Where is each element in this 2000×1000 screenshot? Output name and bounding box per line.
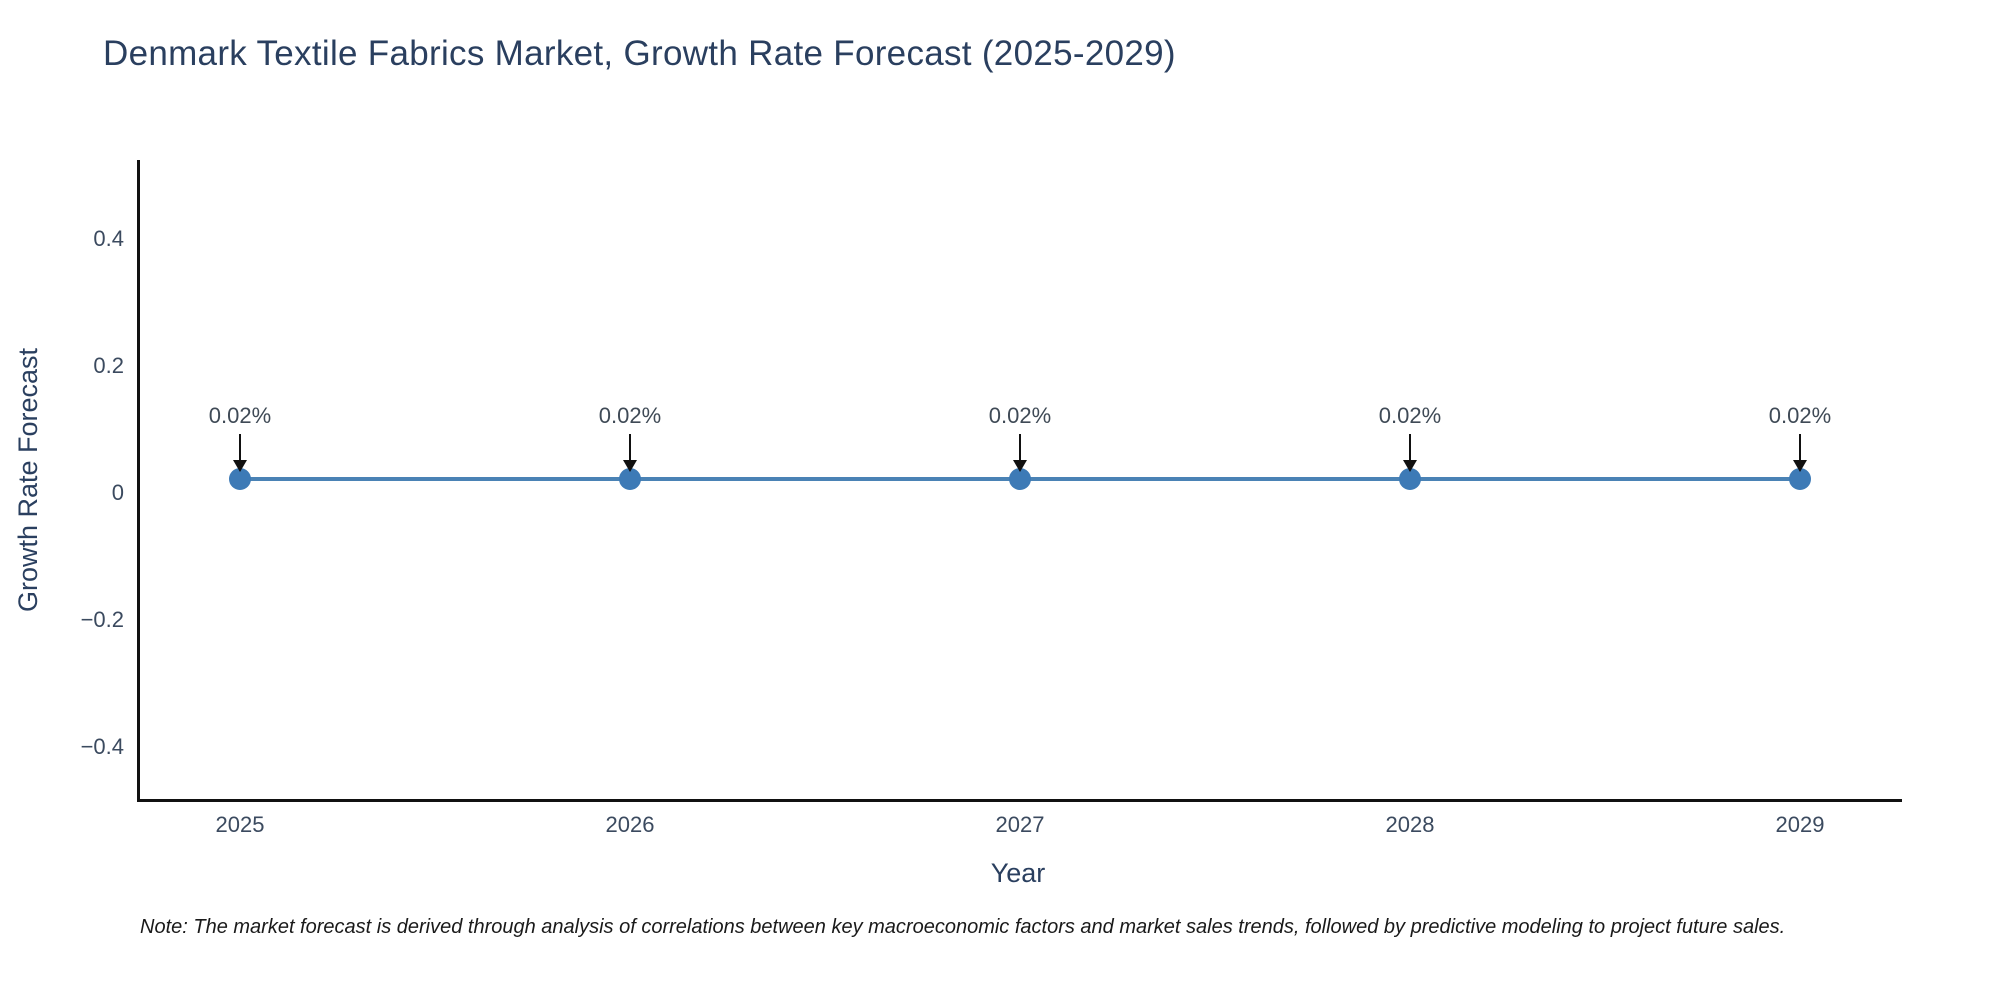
y-tick-label: 0.2: [93, 353, 124, 378]
x-tick-label: 2025: [215, 812, 265, 837]
annotation-arrowhead-icon: [1403, 460, 1417, 472]
data-point-2025: [229, 468, 251, 490]
x-tick-label: 2027: [995, 812, 1045, 837]
annotation-label-2025: 0.02%: [208, 403, 272, 428]
plot-area: [137, 160, 1902, 802]
x-tick-label: 2026: [605, 812, 655, 837]
annotation-arrowhead-icon: [233, 460, 247, 472]
x-tick-label: 2029: [1775, 812, 1825, 837]
data-point-2027: [1009, 468, 1031, 490]
x-axis-title: Year: [990, 858, 1046, 888]
y-tick-label: 0: [111, 480, 124, 505]
annotation-arrow-icon: [1799, 434, 1801, 460]
data-point-2029: [1789, 468, 1811, 490]
annotation-arrow-icon: [1409, 434, 1411, 460]
data-point-2028: [1399, 468, 1421, 490]
x-tick-label: 2028: [1385, 812, 1435, 837]
annotation-arrow-icon: [629, 434, 631, 460]
annotation-arrowhead-icon: [1013, 460, 1027, 472]
footnote: Note: The market forecast is derived thr…: [140, 916, 1786, 938]
annotation-label-2026: 0.02%: [598, 403, 662, 428]
annotation-arrow-icon: [1019, 434, 1021, 460]
annotation-label-2029: 0.02%: [1768, 403, 1832, 428]
annotation-arrowhead-icon: [623, 460, 637, 472]
annotation-arrow-icon: [239, 434, 241, 460]
annotation-label-2028: 0.02%: [1378, 403, 1442, 428]
y-tick-label: −0.4: [80, 734, 124, 759]
y-tick-label: 0.4: [93, 226, 124, 251]
annotation-label-2027: 0.02%: [988, 403, 1052, 428]
y-tick-label: −0.2: [80, 607, 124, 632]
chart-title: Denmark Textile Fabrics Market, Growth R…: [103, 34, 1176, 73]
annotation-arrowhead-icon: [1793, 460, 1807, 472]
data-point-2026: [619, 468, 641, 490]
